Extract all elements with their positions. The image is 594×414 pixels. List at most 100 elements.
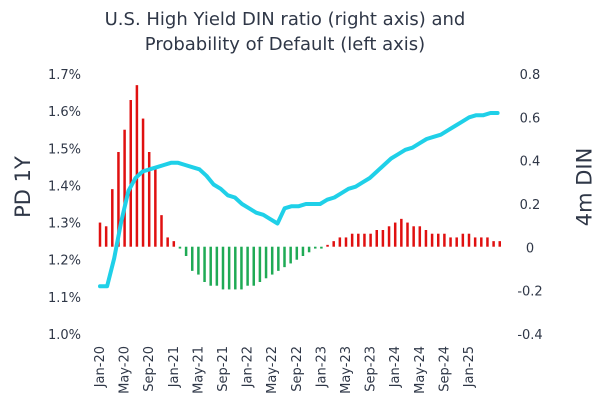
pd-bar xyxy=(252,246,255,286)
pd-bar xyxy=(301,246,305,256)
x-tick-label: May-23 xyxy=(339,346,354,394)
x-tick-label: Jan-21 xyxy=(167,346,182,388)
x-tick-label: May-24 xyxy=(413,346,428,394)
pd-bar xyxy=(455,237,458,247)
x-tick-label: Jan-25 xyxy=(462,346,477,388)
left-axis-ticks: 1.7% 1.6% 1.5% 1.4% 1.3% 1.2% 1.1% 1.0% xyxy=(48,68,81,343)
x-tick-label: Sep-20 xyxy=(142,346,157,392)
right-tick-label: 0.6 xyxy=(520,111,541,126)
chart-title-line-2: Probability of Default (left axis) xyxy=(144,34,426,55)
pd-bar xyxy=(437,233,440,247)
right-tick-label: 0.2 xyxy=(520,198,541,213)
pd-bar xyxy=(221,246,225,290)
x-tick-label: Jan-22 xyxy=(241,346,256,388)
pd-bar xyxy=(443,233,446,247)
pd-bar xyxy=(375,230,378,247)
pd-bar xyxy=(227,246,231,290)
pd-bar xyxy=(197,246,200,275)
pd-bar xyxy=(141,118,145,247)
pd-bar xyxy=(424,230,428,247)
pd-bar xyxy=(289,246,292,264)
right-tick-label: -0.2 xyxy=(517,285,542,300)
chart-title-line-1: U.S. High Yield DIN ratio (right axis) a… xyxy=(104,9,466,30)
pd-bar xyxy=(430,233,434,247)
left-tick-label: 1.3% xyxy=(48,217,81,232)
pd-bar xyxy=(295,246,299,260)
din-line-path xyxy=(98,111,500,289)
pd-bar xyxy=(387,226,391,247)
pd-bar xyxy=(264,246,268,279)
pd-bar xyxy=(326,244,329,247)
pd-bar xyxy=(240,246,243,290)
pd-bar xyxy=(357,233,360,247)
pd-bar xyxy=(234,246,237,290)
left-tick-label: 1.1% xyxy=(48,291,81,306)
left-tick-label: 1.6% xyxy=(48,105,81,120)
pd-bar xyxy=(363,233,366,247)
pd-bar xyxy=(147,152,151,247)
x-tick-label: Jan-24 xyxy=(388,346,403,388)
pd-bar xyxy=(369,233,372,247)
pd-bar xyxy=(332,241,335,247)
pd-bar xyxy=(166,237,169,247)
x-tick-label: May-21 xyxy=(191,346,206,394)
x-tick-label: Sep-22 xyxy=(290,346,305,392)
right-tick-label: 0.4 xyxy=(520,155,541,170)
pd-bar xyxy=(98,222,102,247)
pd-bar xyxy=(277,246,280,271)
pd-bar xyxy=(393,222,397,247)
pd-bar xyxy=(486,237,489,247)
x-tick-label: May-20 xyxy=(118,346,133,394)
pd-bar xyxy=(184,246,188,256)
pd-bar xyxy=(418,226,422,247)
pd-bars xyxy=(98,85,501,290)
x-tick-label: Jan-23 xyxy=(314,346,329,388)
x-tick-label: Sep-23 xyxy=(364,346,379,392)
pd-bar xyxy=(117,152,120,247)
pd-bar xyxy=(381,230,385,247)
right-tick-label: 0 xyxy=(526,241,534,256)
right-tick-label: -0.4 xyxy=(517,328,542,343)
pd-bar xyxy=(344,237,348,247)
pd-bar xyxy=(203,246,206,282)
pd-bar xyxy=(129,100,132,247)
pd-bar xyxy=(215,246,219,286)
pd-bar xyxy=(498,241,501,247)
pd-bar xyxy=(480,237,483,247)
left-tick-label: 1.0% xyxy=(48,328,81,343)
pd-bar xyxy=(123,129,126,247)
pd-bar xyxy=(307,246,311,253)
pd-bar xyxy=(400,218,403,247)
pd-bar xyxy=(449,237,452,247)
pd-bar xyxy=(209,246,212,286)
x-tick-label: Sep-21 xyxy=(216,346,231,392)
pd-bar xyxy=(154,166,157,247)
pd-bar xyxy=(246,246,249,286)
left-tick-label: 1.7% xyxy=(48,68,81,83)
pd-bar xyxy=(172,241,176,247)
left-tick-label: 1.5% xyxy=(48,142,81,157)
pd-bar xyxy=(178,246,182,249)
pd-bar xyxy=(320,246,323,249)
pd-bar xyxy=(473,237,477,247)
pd-bar xyxy=(412,226,415,247)
pd-bar xyxy=(111,189,114,247)
x-tick-label: Jan-20 xyxy=(93,346,108,388)
x-tick-label: May-22 xyxy=(265,346,280,394)
x-axis-ticks: Jan-20 May-20 Sep-20 Jan-21 May-21 Sep-21 Jan-… xyxy=(93,346,477,394)
pd-bar xyxy=(104,226,108,247)
pd-bar xyxy=(406,222,409,247)
pd-bar xyxy=(258,246,262,282)
pd-bar xyxy=(283,246,286,268)
pd-bar xyxy=(461,233,465,247)
pd-bar xyxy=(350,233,354,247)
x-tick-label: Sep-24 xyxy=(437,346,452,392)
left-tick-label: 1.2% xyxy=(48,254,81,269)
pd-bar xyxy=(467,233,471,247)
pd-bar xyxy=(160,215,163,247)
din-line xyxy=(98,111,500,289)
pd-bar xyxy=(492,241,495,247)
right-tick-label: 0.8 xyxy=(520,68,541,83)
pd-bar xyxy=(135,85,139,247)
